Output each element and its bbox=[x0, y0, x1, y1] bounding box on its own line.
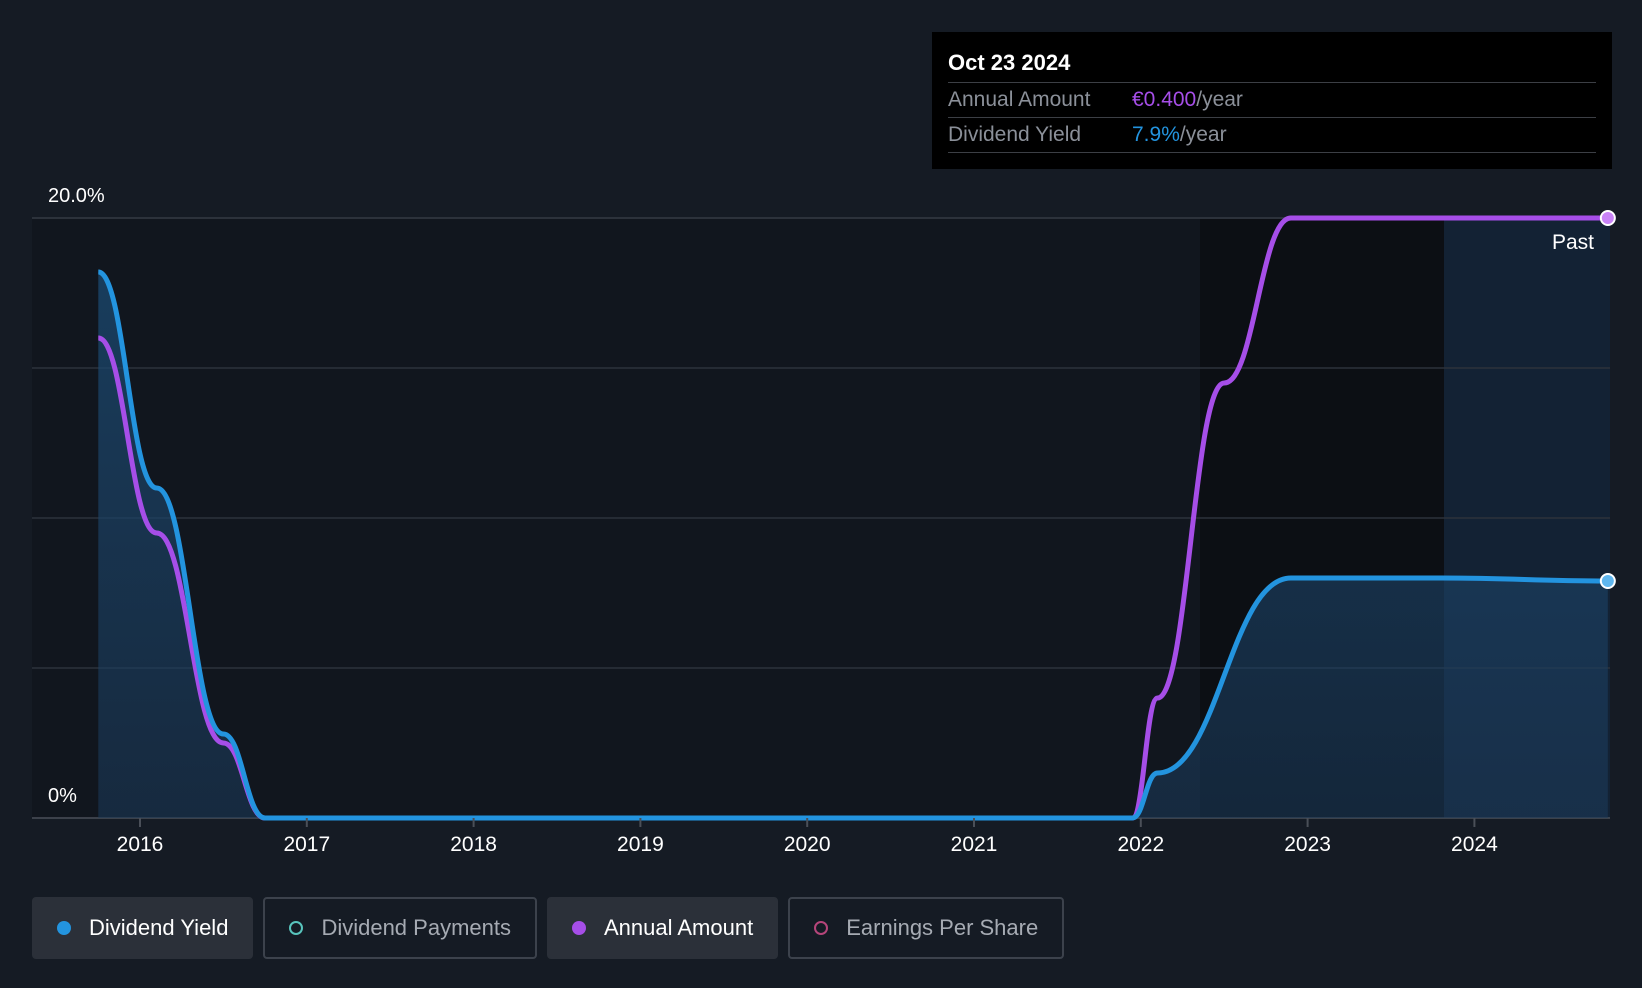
legend-earnings-per-share[interactable]: Earnings Per Share bbox=[788, 897, 1065, 959]
legend-label: Dividend Yield bbox=[89, 915, 229, 940]
x-tick-label: 2022 bbox=[1117, 833, 1164, 856]
filled-dot-icon bbox=[57, 921, 71, 935]
tooltip-row-annual-amount: Annual Amount €0.400 /year bbox=[948, 82, 1596, 117]
tooltip-label: Annual Amount bbox=[948, 88, 1091, 111]
tooltip-value: 7.9% bbox=[1132, 123, 1180, 146]
x-tick-label: 2021 bbox=[951, 833, 998, 856]
dividend-yield-endpoint[interactable] bbox=[1599, 573, 1616, 589]
ring-dot-icon bbox=[814, 921, 829, 935]
x-axis: 2016 2017 2018 2019 2020 2021 2022 2023 2024 bbox=[117, 818, 1498, 856]
tooltip-row-dividend-yield: Dividend Yield 7.9% /year bbox=[948, 117, 1596, 153]
x-tick-label: 2017 bbox=[283, 833, 330, 856]
dividend-yield-line bbox=[97, 269, 1608, 821]
x-tick-label: 2019 bbox=[617, 833, 664, 856]
filled-dot-icon bbox=[571, 921, 586, 935]
x-tick-label: 2020 bbox=[784, 833, 831, 856]
tooltip-date: Oct 23 2024 bbox=[948, 50, 1071, 75]
x-tick-label: 2016 bbox=[117, 833, 164, 856]
tooltip-unit: /year bbox=[1196, 88, 1243, 111]
legend-dividend-yield[interactable]: Dividend Yield bbox=[32, 897, 254, 959]
x-tick-label: 2024 bbox=[1451, 833, 1498, 856]
tooltip-label: Dividend Yield bbox=[948, 123, 1082, 146]
annual-amount-endpoint[interactable] bbox=[1599, 210, 1616, 226]
legend: Dividend Yield Dividend Payments Annual … bbox=[32, 897, 1065, 959]
y-tick-bottom: 0% bbox=[48, 785, 77, 807]
tooltip: Oct 23 2024 Annual Amount €0.400 /year D… bbox=[932, 32, 1612, 169]
legend-dividend-payments[interactable]: Dividend Payments bbox=[263, 897, 537, 959]
y-tick-top: 20.0% bbox=[48, 185, 105, 207]
dividend-yield-area bbox=[98, 272, 1608, 818]
tooltip-unit: /year bbox=[1179, 123, 1227, 146]
legend-label: Annual Amount bbox=[603, 915, 754, 940]
legend-label: Dividend Payments bbox=[321, 915, 511, 940]
past-label: Past bbox=[1552, 231, 1594, 254]
legend-annual-amount[interactable]: Annual Amount bbox=[546, 897, 779, 959]
tooltip-value: €0.400 bbox=[1132, 88, 1197, 111]
legend-label: Earnings Per Share bbox=[846, 915, 1039, 940]
x-tick-label: 2018 bbox=[450, 833, 497, 856]
ring-dot-icon bbox=[289, 921, 304, 935]
x-tick-label: 2023 bbox=[1284, 833, 1331, 856]
